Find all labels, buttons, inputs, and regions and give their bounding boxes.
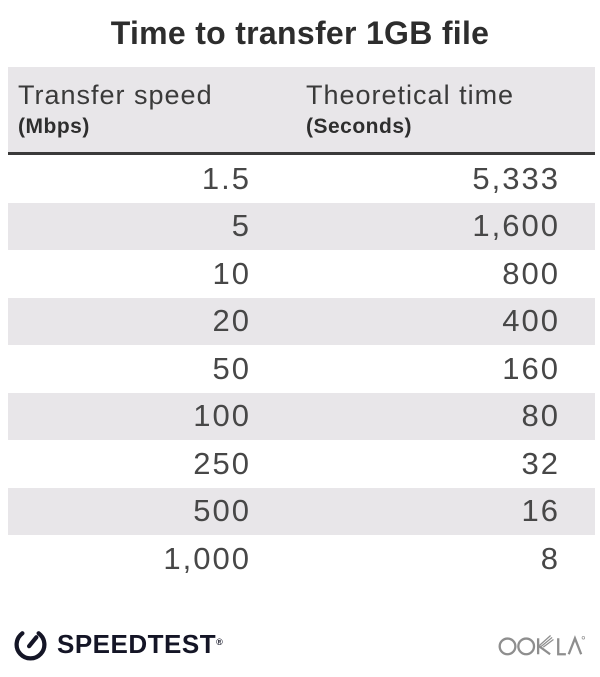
cell-transfer-speed: 1.5 xyxy=(201,160,251,196)
table-header-row: Transfer speed (Mbps) Theoretical time (… xyxy=(8,67,595,155)
ookla-wordmark-icon xyxy=(498,634,585,655)
cell-theoretical-time: 16 xyxy=(521,493,560,529)
registered-trademark-icon: ® xyxy=(216,637,224,647)
cell-transfer-speed: 1,000 xyxy=(163,540,251,576)
footer: SPEEDTEST® xyxy=(0,625,600,663)
table-row: 50 160 xyxy=(8,345,595,393)
cell-theoretical-time: 160 xyxy=(502,350,560,386)
cell-theoretical-time: 80 xyxy=(521,398,560,434)
column-unit: (Seconds) xyxy=(306,115,413,138)
page-title: Time to transfer 1GB file xyxy=(110,15,490,51)
cell-transfer-speed: 500 xyxy=(193,493,251,529)
transfer-time-table: Transfer speed (Mbps) Theoretical time (… xyxy=(8,67,595,583)
cell-theoretical-time: 800 xyxy=(502,255,560,291)
table-row: 500 16 xyxy=(8,487,595,535)
column-header-transfer-speed: Transfer speed (Mbps) xyxy=(8,67,278,152)
table-row: 100 80 xyxy=(8,392,595,440)
cell-transfer-speed: 250 xyxy=(193,445,251,481)
cell-theoretical-time: 5,333 xyxy=(472,160,560,196)
cell-transfer-speed: 20 xyxy=(212,303,251,339)
ookla-logo xyxy=(497,631,585,658)
speedometer-gauge-icon xyxy=(14,630,47,660)
table-row: 1.5 5,333 xyxy=(8,155,595,203)
table-row: 1,000 8 xyxy=(8,535,595,583)
cell-theoretical-time: 1,600 xyxy=(472,208,560,244)
speedtest-logo: SPEEDTEST® xyxy=(12,625,223,663)
cell-theoretical-time: 32 xyxy=(521,445,560,481)
table-row: 20 400 xyxy=(8,297,595,345)
cell-transfer-speed: 50 xyxy=(212,350,251,386)
column-label: Transfer speed xyxy=(18,80,213,110)
table-row: 5 1,600 xyxy=(8,202,595,250)
column-unit: (Mbps) xyxy=(18,115,90,138)
cell-transfer-speed: 100 xyxy=(193,398,251,434)
table-row: 10 800 xyxy=(8,250,595,298)
table-body: 1.5 5,333 5 1,600 10 800 20 400 50 160 100 80 250 32 5… xyxy=(8,155,595,583)
table-row: 250 32 xyxy=(8,440,595,488)
cell-transfer-speed: 5 xyxy=(231,208,251,244)
column-header-theoretical-time: Theoretical time (Seconds) xyxy=(278,67,595,152)
cell-theoretical-time: 400 xyxy=(502,303,560,339)
column-label: Theoretical time xyxy=(306,80,515,110)
speedtest-wordmark: SPEEDTEST® xyxy=(57,629,224,659)
cell-transfer-speed: 10 xyxy=(212,255,251,291)
cell-theoretical-time: 8 xyxy=(540,540,560,576)
